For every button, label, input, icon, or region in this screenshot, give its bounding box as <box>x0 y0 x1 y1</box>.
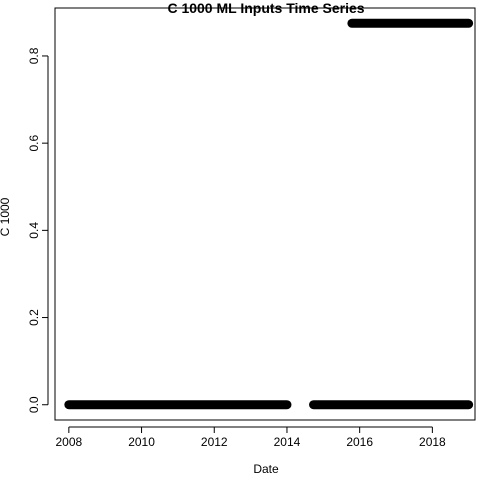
x-tick-label-2008: 2008 <box>55 435 82 449</box>
y-tick-label-0.0: 0.0 <box>27 396 41 413</box>
series-layer <box>64 18 474 410</box>
y-axis-label: C 1000 <box>0 197 12 236</box>
x-axis: 2008 2010 2012 2014 2016 2018 <box>55 426 446 449</box>
x-tick-label-2018: 2018 <box>419 435 446 449</box>
x-tick-label-2014: 2014 <box>274 435 301 449</box>
x-axis-label: Date <box>253 462 279 476</box>
plot-frame <box>54 7 476 421</box>
x-tick-label-2012: 2012 <box>201 435 228 449</box>
y-tick-label-0.4: 0.4 <box>27 222 41 239</box>
x-tick-label-2010: 2010 <box>128 435 155 449</box>
y-tick-label-0.2: 0.2 <box>27 309 41 326</box>
x-tick-label-2016: 2016 <box>346 435 373 449</box>
y-axis: 0.0 0.2 0.4 0.6 0.8 <box>27 47 49 413</box>
y-tick-label-0.6: 0.6 <box>27 134 41 151</box>
y-tick-label-0.8: 0.8 <box>27 47 41 64</box>
